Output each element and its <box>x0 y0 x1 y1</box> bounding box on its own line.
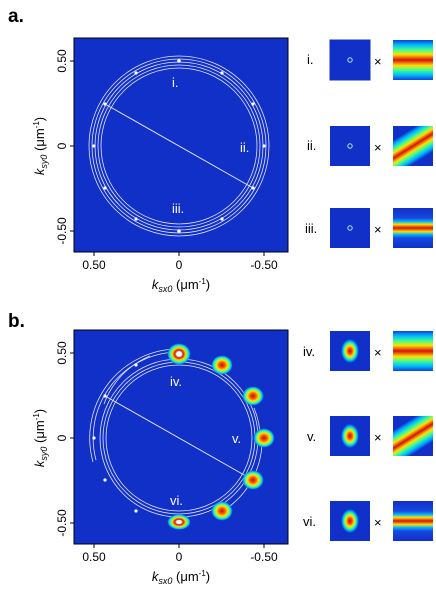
small-spot <box>347 57 353 63</box>
panel-a-label: a. <box>8 6 24 27</box>
panel-b-plot: iv. v. vi. <box>73 329 289 545</box>
x-axis-title: ksx0 (μm-1) <box>152 569 210 586</box>
y-axis-title: ksy0 (μm-1) <box>32 409 49 467</box>
y-tick-label: 0.50 <box>55 341 69 365</box>
bright-spot <box>167 343 191 365</box>
dot <box>134 509 138 513</box>
ring-label-vi: vi. <box>170 493 183 508</box>
panel-b-row-iv: iv. × <box>303 331 433 371</box>
times-sign: × <box>374 222 382 237</box>
x-tick-label: -0.50 <box>250 258 278 272</box>
row-label: ii. <box>307 138 316 153</box>
dot <box>134 71 138 75</box>
y-tick-label: -0.50 <box>55 509 69 537</box>
dot <box>251 186 255 190</box>
dot <box>92 144 96 148</box>
ring-label-i: i. <box>172 75 179 90</box>
dot <box>103 186 107 190</box>
row-label: iv. <box>303 344 315 359</box>
x-tick-label: -0.50 <box>250 550 278 564</box>
panel-b-x-axis: 0.50 0 -0.50 ksx0 (μm-1) <box>82 544 278 586</box>
gaussian-spot <box>341 339 359 363</box>
dot <box>134 363 138 367</box>
dot <box>92 436 96 440</box>
band-thumbnail <box>393 40 433 80</box>
panel-a-plot: i. ii. iii. <box>73 37 289 253</box>
x-tick-label: 0 <box>176 550 183 564</box>
dot <box>134 217 138 221</box>
times-sign: × <box>374 345 382 360</box>
row-label: v. <box>307 429 316 444</box>
band-thumbnail <box>393 501 433 541</box>
gaussian-spot <box>341 424 359 448</box>
dot <box>251 102 255 106</box>
spot <box>211 501 233 521</box>
y-tick-label: 0 <box>55 434 69 441</box>
spot <box>242 470 264 490</box>
panel-b-y-axis: 0.50 0 -0.50 ksy0 (μm-1) <box>32 341 74 537</box>
panel-a-diagonal-line <box>104 103 254 189</box>
times-sign: × <box>374 430 382 445</box>
panel-b-row-v: v. × <box>307 416 433 456</box>
times-sign: × <box>374 140 382 155</box>
dot <box>103 394 107 398</box>
y-tick-label: -0.50 <box>55 217 69 245</box>
y-tick-label: 0.50 <box>55 49 69 73</box>
dot <box>103 102 107 106</box>
panel-a-row-iii: iii. × <box>305 208 433 248</box>
dot <box>177 59 181 63</box>
ring-label-v: v. <box>232 431 241 446</box>
dot <box>262 144 266 148</box>
x-tick-label: 0 <box>176 258 183 272</box>
band-thumbnail <box>393 208 433 248</box>
row-label: iii. <box>305 221 317 236</box>
row-label: i. <box>307 52 314 67</box>
panel-b-spots <box>167 343 275 530</box>
y-tick-label: 0 <box>55 142 69 149</box>
dot <box>103 478 107 482</box>
panel-a-row-i: i. × <box>307 39 433 81</box>
x-tick-label: 0.50 <box>82 258 106 272</box>
row-label: vi. <box>303 514 316 529</box>
times-sign: × <box>374 54 382 69</box>
x-tick-label: 0.50 <box>82 550 106 564</box>
y-axis-title: ksy0 (μm-1) <box>32 117 49 175</box>
panel-b-dots <box>92 363 138 513</box>
gaussian-spot <box>341 509 359 533</box>
dot <box>220 71 224 75</box>
bright-spot <box>167 514 191 530</box>
panel-a-row-ii: ii. × <box>307 126 433 166</box>
panel-b-label: b. <box>8 311 25 332</box>
dot <box>220 217 224 221</box>
panel-a-background <box>73 37 289 253</box>
times-sign: × <box>374 515 382 530</box>
ring-label-iv: iv. <box>170 374 182 389</box>
panel-a-x-axis: 0.50 0 -0.50 ksx0 (μm-1) <box>82 252 278 294</box>
band-thumbnail <box>393 126 433 166</box>
panel-b-row-vi: vi. × <box>303 501 433 541</box>
band-thumbnail <box>393 331 433 371</box>
spot <box>242 386 264 406</box>
panel-a-dots <box>92 59 266 233</box>
spot <box>211 355 233 375</box>
dot <box>177 229 181 233</box>
ring-label-ii: ii. <box>240 140 249 155</box>
spot <box>253 428 275 448</box>
ring-label-iii: iii. <box>172 201 184 216</box>
small-spot <box>347 143 353 149</box>
panel-b-diagonal-line <box>104 395 254 481</box>
small-spot <box>347 225 353 231</box>
x-axis-title: ksx0 (μm-1) <box>152 277 210 294</box>
panel-a-y-axis: 0.50 0 -0.50 ksy0 (μm-1) <box>32 49 74 245</box>
band-thumbnail <box>393 416 433 456</box>
